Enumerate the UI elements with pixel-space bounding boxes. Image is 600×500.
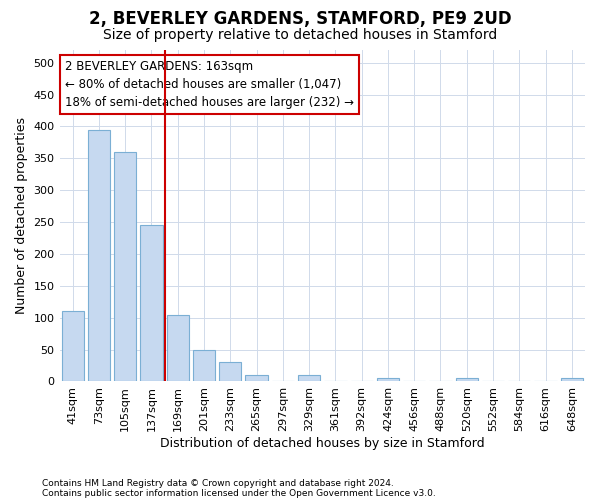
Bar (167, 314, 189, 382)
Text: Size of property relative to detached houses in Stamford: Size of property relative to detached ho… (103, 28, 497, 42)
Bar (455, 378, 478, 382)
Bar (62, 312, 84, 382)
Bar (114, 152, 136, 382)
Bar (245, 375, 268, 382)
Bar (219, 362, 241, 382)
Bar (560, 378, 583, 382)
Bar (298, 375, 320, 382)
Bar (140, 226, 163, 382)
X-axis label: Distribution of detached houses by size in Stamford: Distribution of detached houses by size … (160, 437, 485, 450)
Y-axis label: Number of detached properties: Number of detached properties (15, 117, 28, 314)
Bar (377, 378, 399, 382)
Text: Contains public sector information licensed under the Open Government Licence v3: Contains public sector information licen… (42, 488, 436, 498)
Bar (88, 130, 110, 382)
Text: Contains HM Land Registry data © Crown copyright and database right 2024.: Contains HM Land Registry data © Crown c… (42, 478, 394, 488)
Bar (193, 350, 215, 382)
Text: 2 BEVERLEY GARDENS: 163sqm
← 80% of detached houses are smaller (1,047)
18% of s: 2 BEVERLEY GARDENS: 163sqm ← 80% of deta… (65, 60, 354, 109)
Text: 2, BEVERLEY GARDENS, STAMFORD, PE9 2UD: 2, BEVERLEY GARDENS, STAMFORD, PE9 2UD (89, 10, 511, 28)
